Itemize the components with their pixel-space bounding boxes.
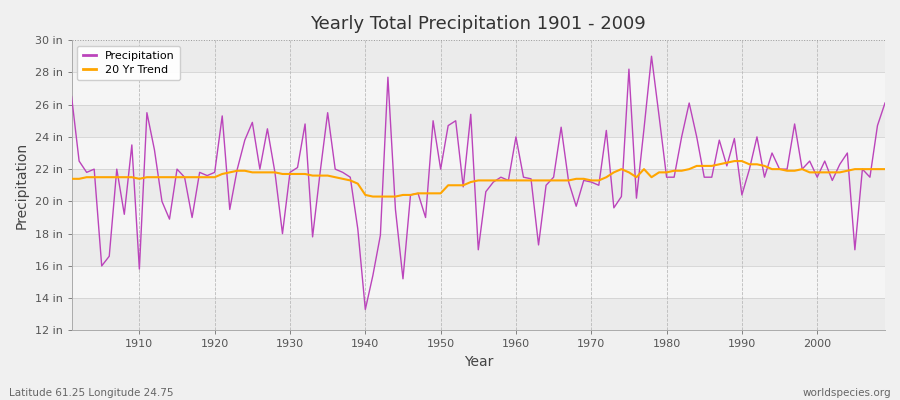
- Y-axis label: Precipitation: Precipitation: [15, 142, 29, 229]
- Text: Latitude 61.25 Longitude 24.75: Latitude 61.25 Longitude 24.75: [9, 388, 174, 398]
- Text: worldspecies.org: worldspecies.org: [803, 388, 891, 398]
- Bar: [72, 137, 885, 169]
- Bar: [72, 40, 885, 72]
- Bar: [72, 105, 885, 137]
- X-axis label: Year: Year: [464, 355, 493, 369]
- Bar: [72, 169, 885, 201]
- Bar: [72, 298, 885, 330]
- Bar: [72, 201, 885, 234]
- Bar: [72, 234, 885, 266]
- Bar: [72, 266, 885, 298]
- Title: Yearly Total Precipitation 1901 - 2009: Yearly Total Precipitation 1901 - 2009: [310, 15, 646, 33]
- Bar: [72, 72, 885, 105]
- Legend: Precipitation, 20 Yr Trend: Precipitation, 20 Yr Trend: [77, 46, 180, 80]
